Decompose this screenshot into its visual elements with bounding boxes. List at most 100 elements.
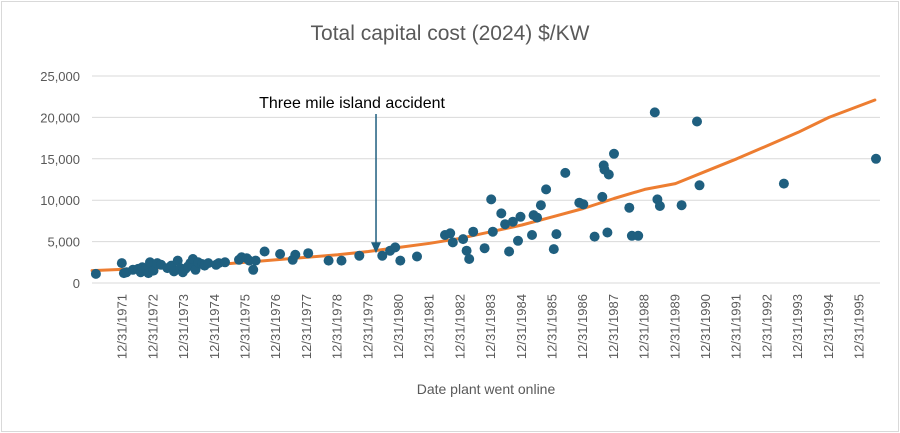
data-point — [486, 194, 497, 205]
data-point — [589, 231, 600, 242]
data-point — [602, 227, 613, 238]
data-point — [560, 167, 571, 178]
x-tick-label: 12/31/1972 — [145, 294, 160, 359]
data-point — [515, 211, 526, 222]
data-point — [597, 191, 608, 202]
data-point — [551, 229, 562, 240]
annotation-layer: Three mile island accident — [259, 95, 445, 254]
data-point — [513, 235, 523, 246]
y-tick-label: 10,000 — [40, 193, 80, 208]
data-point — [603, 169, 614, 180]
data-point — [445, 228, 456, 239]
x-tick-label: 12/31/1981 — [422, 294, 437, 359]
x-tick-label: 12/31/1975 — [237, 294, 252, 359]
data-point — [390, 242, 401, 253]
x-tick-label: 12/31/1982 — [452, 294, 467, 359]
data-point — [90, 268, 101, 279]
data-point — [468, 226, 479, 237]
data-point — [578, 199, 589, 210]
data-point — [259, 246, 270, 257]
y-axis-ticks: 0 5,000 10,000 15,000 20,000 25,000 — [40, 69, 80, 291]
x-tick-label: 12/31/1992 — [759, 294, 774, 359]
x-tick-label: 12/31/1978 — [330, 294, 345, 359]
data-point — [676, 200, 687, 211]
y-tick-label: 25,000 — [40, 69, 80, 84]
data-point — [412, 251, 422, 262]
data-point — [323, 255, 334, 266]
data-point — [541, 184, 552, 195]
data-point — [694, 180, 705, 191]
data-point — [447, 237, 458, 248]
data-point — [504, 246, 515, 257]
y-tick-label: 5,000 — [47, 235, 80, 250]
x-tick-label: 12/31/1984 — [514, 294, 529, 359]
x-tick-label: 12/31/1985 — [545, 294, 560, 359]
x-tick-label: 12/31/1993 — [790, 294, 805, 359]
x-tick-label: 12/31/1977 — [299, 294, 314, 359]
x-tick-label: 12/31/1980 — [391, 294, 406, 359]
data-point — [116, 258, 127, 269]
data-point — [535, 200, 546, 211]
data-point — [395, 255, 406, 266]
data-point — [248, 264, 259, 275]
data-point — [778, 178, 789, 189]
x-tick-label: 12/31/1986 — [575, 294, 590, 359]
data-point — [190, 264, 201, 275]
data-point — [203, 258, 214, 269]
x-tick-label: 12/31/1971 — [115, 294, 130, 359]
data-point — [458, 234, 469, 245]
annotation-arrow-head — [371, 242, 382, 254]
data-point — [275, 249, 286, 259]
data-point — [487, 226, 498, 237]
x-tick-label: 12/31/1979 — [360, 294, 375, 359]
data-point — [633, 230, 644, 241]
x-axis-ticks: 12/31/1971 12/31/1972 12/31/1973 12/31/1974… — [115, 294, 867, 359]
data-point — [548, 244, 559, 255]
x-tick-label: 12/31/1991 — [729, 294, 744, 359]
data-point — [479, 243, 490, 254]
x-axis-title: Date plant went online — [417, 381, 556, 397]
x-tick-label: 12/31/1987 — [606, 294, 621, 359]
data-point — [496, 208, 507, 219]
data-point — [692, 116, 702, 127]
data-point — [220, 257, 230, 268]
data-point — [464, 254, 475, 264]
data-point — [507, 216, 518, 227]
data-point — [609, 148, 619, 159]
data-point — [303, 248, 314, 259]
x-tick-label: 12/31/1990 — [698, 294, 713, 359]
data-point — [377, 250, 388, 261]
data-point — [290, 249, 301, 260]
gridlines — [92, 75, 880, 284]
y-tick-label: 0 — [73, 276, 80, 291]
data-point — [354, 250, 365, 261]
data-points-layer — [90, 107, 881, 279]
data-point — [250, 255, 261, 266]
data-point — [527, 230, 537, 240]
data-point — [871, 153, 881, 164]
x-tick-label: 12/31/1995 — [851, 294, 866, 359]
x-tick-label: 12/31/1976 — [268, 294, 283, 359]
x-tick-label: 12/31/1974 — [207, 294, 222, 359]
x-tick-label: 12/31/1983 — [483, 294, 498, 359]
data-point — [532, 212, 543, 223]
x-tick-label: 12/31/1989 — [667, 294, 682, 359]
data-point — [336, 255, 347, 266]
y-tick-label: 20,000 — [40, 110, 80, 125]
data-point — [654, 201, 665, 211]
x-tick-label: 12/31/1973 — [176, 294, 191, 359]
data-point — [172, 255, 183, 266]
data-point — [145, 257, 155, 268]
y-tick-label: 15,000 — [40, 152, 80, 167]
data-point — [148, 265, 159, 276]
data-point — [649, 107, 660, 118]
data-point — [461, 245, 472, 256]
data-point — [624, 202, 635, 213]
chart-title: Total capital cost (2024) $/KW — [311, 22, 590, 45]
x-tick-label: 12/31/1994 — [821, 294, 836, 359]
data-point — [500, 219, 511, 230]
annotation-label: Three mile island accident — [259, 95, 445, 112]
x-tick-label: 12/31/1988 — [637, 294, 652, 359]
